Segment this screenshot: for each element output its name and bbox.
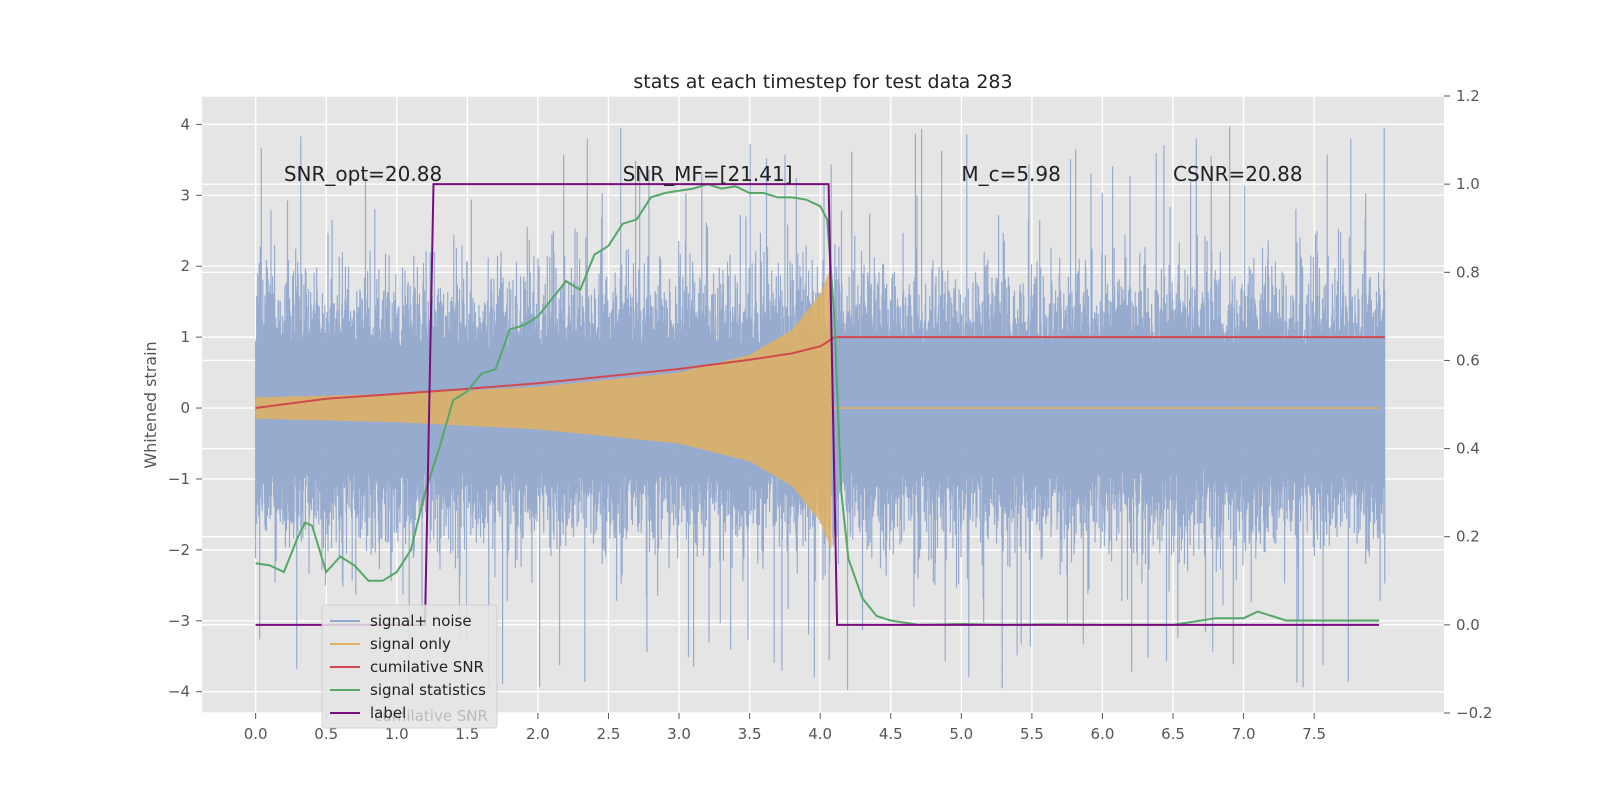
y-tick-label: 2 [180, 257, 190, 275]
legend-entry: signal only [370, 635, 451, 653]
series-layer [255, 126, 1386, 690]
x-tick-label: 6.0 [1091, 725, 1115, 743]
x-tick-label: 5.0 [949, 725, 973, 743]
legend-overlap-text: cumilative SNR [374, 707, 488, 725]
y-tick-label: 0 [180, 399, 190, 417]
y-tick-label: −1 [168, 470, 190, 488]
series-signal-only [255, 266, 832, 550]
y-axis-label: Whitened strain [141, 341, 160, 468]
x-tick-label: 2.5 [597, 725, 621, 743]
annotation: SNR_MF=[21.41] [623, 162, 793, 186]
x-tick-label: 0.0 [244, 725, 268, 743]
x-tick-label: 4.0 [808, 725, 832, 743]
x-tick-label: 1.0 [385, 725, 409, 743]
y-tick-label: −4 [168, 683, 190, 701]
series-cumilative-snr [255, 336, 1385, 409]
x-tick-label: 7.5 [1302, 725, 1326, 743]
y-tick-label: −2 [168, 541, 190, 559]
y-tick-label: 4 [180, 115, 190, 133]
x-tick-label: 2.0 [526, 725, 550, 743]
x-tick-label: 7.0 [1232, 725, 1256, 743]
y2-tick-label: 0.4 [1456, 440, 1480, 458]
y-tick-label: 3 [180, 186, 190, 204]
axes: 0.0 0.5 1.0 1.5 2.0 2.5 3.0 3.5 4.0 4.5 5.0 5.5 6.0 6… [168, 87, 1493, 743]
x-tick-label: 1.5 [455, 725, 479, 743]
y2-tick-label: 1.2 [1456, 87, 1480, 105]
x-tick-label: 0.5 [314, 725, 338, 743]
legend-entry: label [370, 704, 406, 722]
x-tick-label: 5.5 [1020, 725, 1044, 743]
annotations: SNR_opt=20.88 SNR_MF=[21.41] M_c=5.98 CSNR=… [284, 162, 1303, 186]
y2-tick-label: 0.0 [1456, 616, 1480, 634]
y-tick-label: 1 [180, 328, 190, 346]
legend-entry: cumilative SNR [370, 658, 484, 676]
legend-entry: signal+ noise [370, 612, 472, 630]
y2-tick-label: 1.0 [1456, 175, 1480, 193]
annotation: M_c=5.98 [961, 162, 1061, 186]
x-tick-label: 4.5 [879, 725, 903, 743]
x-tick-label: 3.0 [667, 725, 691, 743]
y-tick-label: −3 [168, 612, 190, 630]
annotation: SNR_opt=20.88 [284, 162, 442, 186]
x-tick-label: 6.5 [1161, 725, 1185, 743]
y2-tick-label: 0.2 [1456, 528, 1480, 546]
y2-tick-label: −0.2 [1456, 704, 1492, 722]
chart-title: stats at each timestep for test data 283 [633, 71, 1012, 93]
annotation: CSNR=20.88 [1173, 162, 1303, 186]
y2-tick-label: 0.8 [1456, 263, 1480, 281]
y2-tick-label: 0.6 [1456, 351, 1480, 369]
x-tick-label: 3.5 [738, 725, 762, 743]
legend-entry: signal statistics [370, 681, 486, 699]
legend: cumilative SNR signal+ noise signal only cu… [321, 604, 498, 729]
legend-box [321, 604, 498, 729]
